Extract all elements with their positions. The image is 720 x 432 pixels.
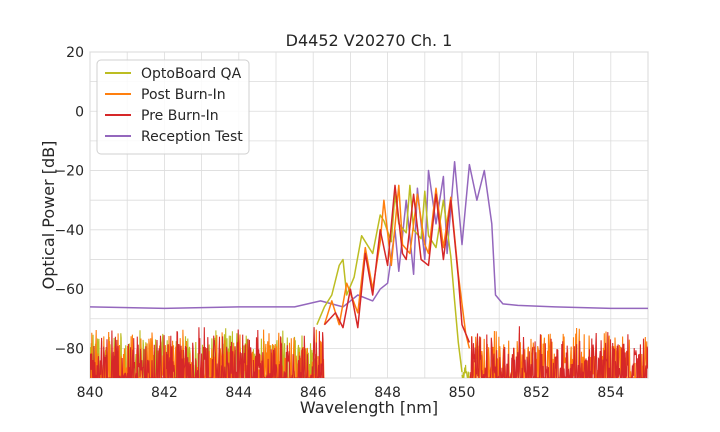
series-noise xyxy=(90,326,648,378)
series-pre-burn-in xyxy=(90,184,648,378)
legend-label: Pre Burn-In xyxy=(141,108,219,124)
y-tick-label: −20 xyxy=(54,164,84,180)
series-noise-tail xyxy=(461,364,470,378)
series-line xyxy=(323,184,471,343)
y-tick-label: −80 xyxy=(54,341,84,357)
x-axis-ticks: 840 842 844 846 848 850 852 854 xyxy=(77,385,625,401)
series-layer xyxy=(90,160,648,378)
x-tick-label: 848 xyxy=(374,385,401,401)
x-axis-label: Wavelength [nm] xyxy=(300,398,438,417)
legend-label: Reception Test xyxy=(141,129,243,145)
series-line xyxy=(316,184,463,373)
x-tick-label: 844 xyxy=(225,385,252,401)
y-tick-label: −40 xyxy=(54,223,84,239)
x-tick-label: 854 xyxy=(597,385,624,401)
legend-box xyxy=(96,59,250,155)
y-tick-label: 0 xyxy=(75,104,84,120)
y-tick-label: −60 xyxy=(54,282,84,298)
legend-label: OptoBoard QA xyxy=(141,66,242,82)
y-axis-label: Optical Power [dB] xyxy=(39,141,58,290)
legend: OptoBoard QA Post Burn-In Pre Burn-In Recep… xyxy=(96,59,250,155)
legend-label: Post Burn-In xyxy=(141,87,226,103)
x-tick-label: 852 xyxy=(523,385,550,401)
x-tick-label: 842 xyxy=(151,385,178,401)
x-tick-label: 846 xyxy=(300,385,327,401)
x-tick-label: 850 xyxy=(449,385,476,401)
chart-title: D4452 V20270 Ch. 1 xyxy=(286,31,453,50)
x-tick-label: 840 xyxy=(77,385,104,401)
y-tick-label: 20 xyxy=(66,45,84,61)
y-axis-ticks: 20 0 −20 −40 −60 −80 xyxy=(54,45,84,357)
